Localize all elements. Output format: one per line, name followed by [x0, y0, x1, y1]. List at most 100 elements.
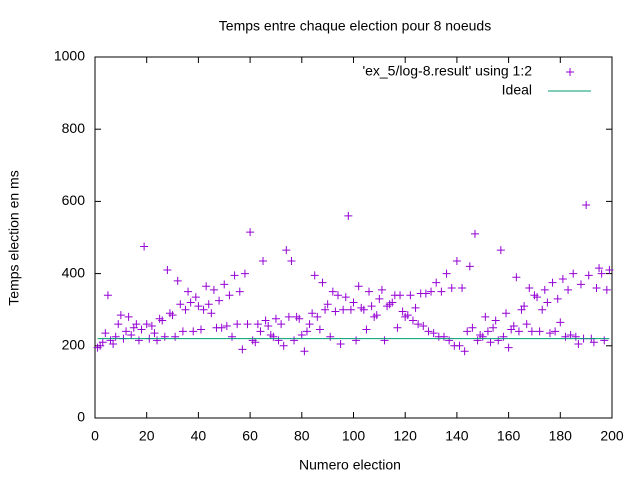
- data-point: [114, 320, 123, 329]
- data-point: [569, 269, 578, 278]
- data-point: [349, 298, 358, 307]
- data-point: [305, 320, 314, 329]
- data-point: [429, 329, 438, 338]
- data-point: [455, 341, 464, 350]
- data-point: [346, 305, 355, 314]
- data-point: [279, 341, 288, 350]
- data-point: [163, 265, 172, 274]
- data-point: [408, 316, 417, 325]
- data-point: [465, 262, 474, 271]
- x-tick-label: 80: [294, 428, 310, 444]
- data-point: [259, 256, 268, 265]
- data-point: [473, 336, 482, 345]
- data-point: [437, 287, 446, 296]
- data-point: [489, 323, 498, 332]
- data-point: [261, 316, 270, 325]
- data-point: [421, 289, 430, 298]
- data-point: [204, 300, 213, 309]
- data-point: [576, 280, 585, 289]
- data-point: [290, 336, 299, 345]
- data-point: [233, 320, 242, 329]
- x-tick-label: 20: [139, 428, 155, 444]
- data-point: [533, 293, 542, 302]
- data-point: [253, 320, 262, 329]
- data-point: [592, 284, 601, 293]
- data-point: [442, 269, 451, 278]
- data-point: [375, 294, 384, 303]
- data-point: [362, 325, 371, 334]
- data-point: [122, 327, 131, 336]
- data-point: [445, 336, 454, 345]
- data-point: [271, 314, 280, 323]
- data-point: [535, 327, 544, 336]
- y-tick-label: 1000: [54, 48, 85, 64]
- data-point: [396, 291, 405, 300]
- data-point: [287, 256, 296, 265]
- data-point: [326, 332, 335, 341]
- data-point: [354, 282, 363, 291]
- data-point: [282, 246, 291, 255]
- data-point: [344, 211, 353, 220]
- data-point: [502, 309, 511, 318]
- data-point: [297, 330, 306, 339]
- data-point: [207, 309, 216, 318]
- y-tick-label: 800: [62, 120, 86, 136]
- data-point: [323, 300, 332, 309]
- data-point: [251, 338, 260, 347]
- data-point: [295, 314, 304, 323]
- data-point: [160, 332, 169, 341]
- data-point: [142, 320, 151, 329]
- data-point: [124, 312, 133, 321]
- data-point: [551, 327, 560, 336]
- data-point: [447, 284, 456, 293]
- x-tick-label: 180: [549, 428, 573, 444]
- data-point: [452, 256, 461, 265]
- data-point: [116, 311, 125, 320]
- data-point: [527, 327, 536, 336]
- data-point: [308, 309, 317, 318]
- data-point: [460, 347, 469, 356]
- data-point: [173, 276, 182, 285]
- data-point: [300, 347, 309, 356]
- data-point: [540, 285, 549, 294]
- data-point: [367, 302, 376, 311]
- data-point: [228, 332, 237, 341]
- data-point: [137, 325, 146, 334]
- data-point: [284, 312, 293, 321]
- data-point: [341, 293, 350, 302]
- data-point: [103, 291, 112, 300]
- data-point: [127, 330, 136, 339]
- data-point: [486, 338, 495, 347]
- data-point: [209, 285, 218, 294]
- data-point: [184, 287, 193, 296]
- data-point: [491, 316, 500, 325]
- chart-title: Temps entre chaque election pour 8 noeud…: [219, 18, 491, 34]
- x-tick-label: 140: [445, 428, 469, 444]
- y-tick-label: 400: [62, 264, 86, 280]
- y-axis-label: Temps election en ms: [6, 170, 22, 305]
- data-point: [168, 311, 177, 320]
- data-point: [584, 271, 593, 280]
- data-point: [189, 327, 198, 336]
- data-point: [339, 305, 348, 314]
- data-point: [109, 339, 118, 348]
- data-point: [365, 287, 374, 296]
- data-point: [352, 336, 361, 345]
- y-tick-label: 200: [62, 337, 86, 353]
- x-tick-label: 60: [242, 428, 258, 444]
- data-point: [566, 330, 575, 339]
- data-point: [222, 321, 231, 330]
- x-tick-label: 200: [600, 428, 624, 444]
- data-point: [171, 332, 180, 341]
- data-point: [512, 273, 521, 282]
- data-point: [597, 269, 606, 278]
- data-point: [538, 305, 547, 314]
- data-point: [313, 312, 322, 321]
- data-point: [600, 336, 609, 345]
- data-point: [256, 327, 265, 336]
- data-point: [240, 269, 249, 278]
- data-point: [98, 338, 107, 347]
- data-point: [359, 305, 368, 314]
- data-point: [178, 327, 187, 336]
